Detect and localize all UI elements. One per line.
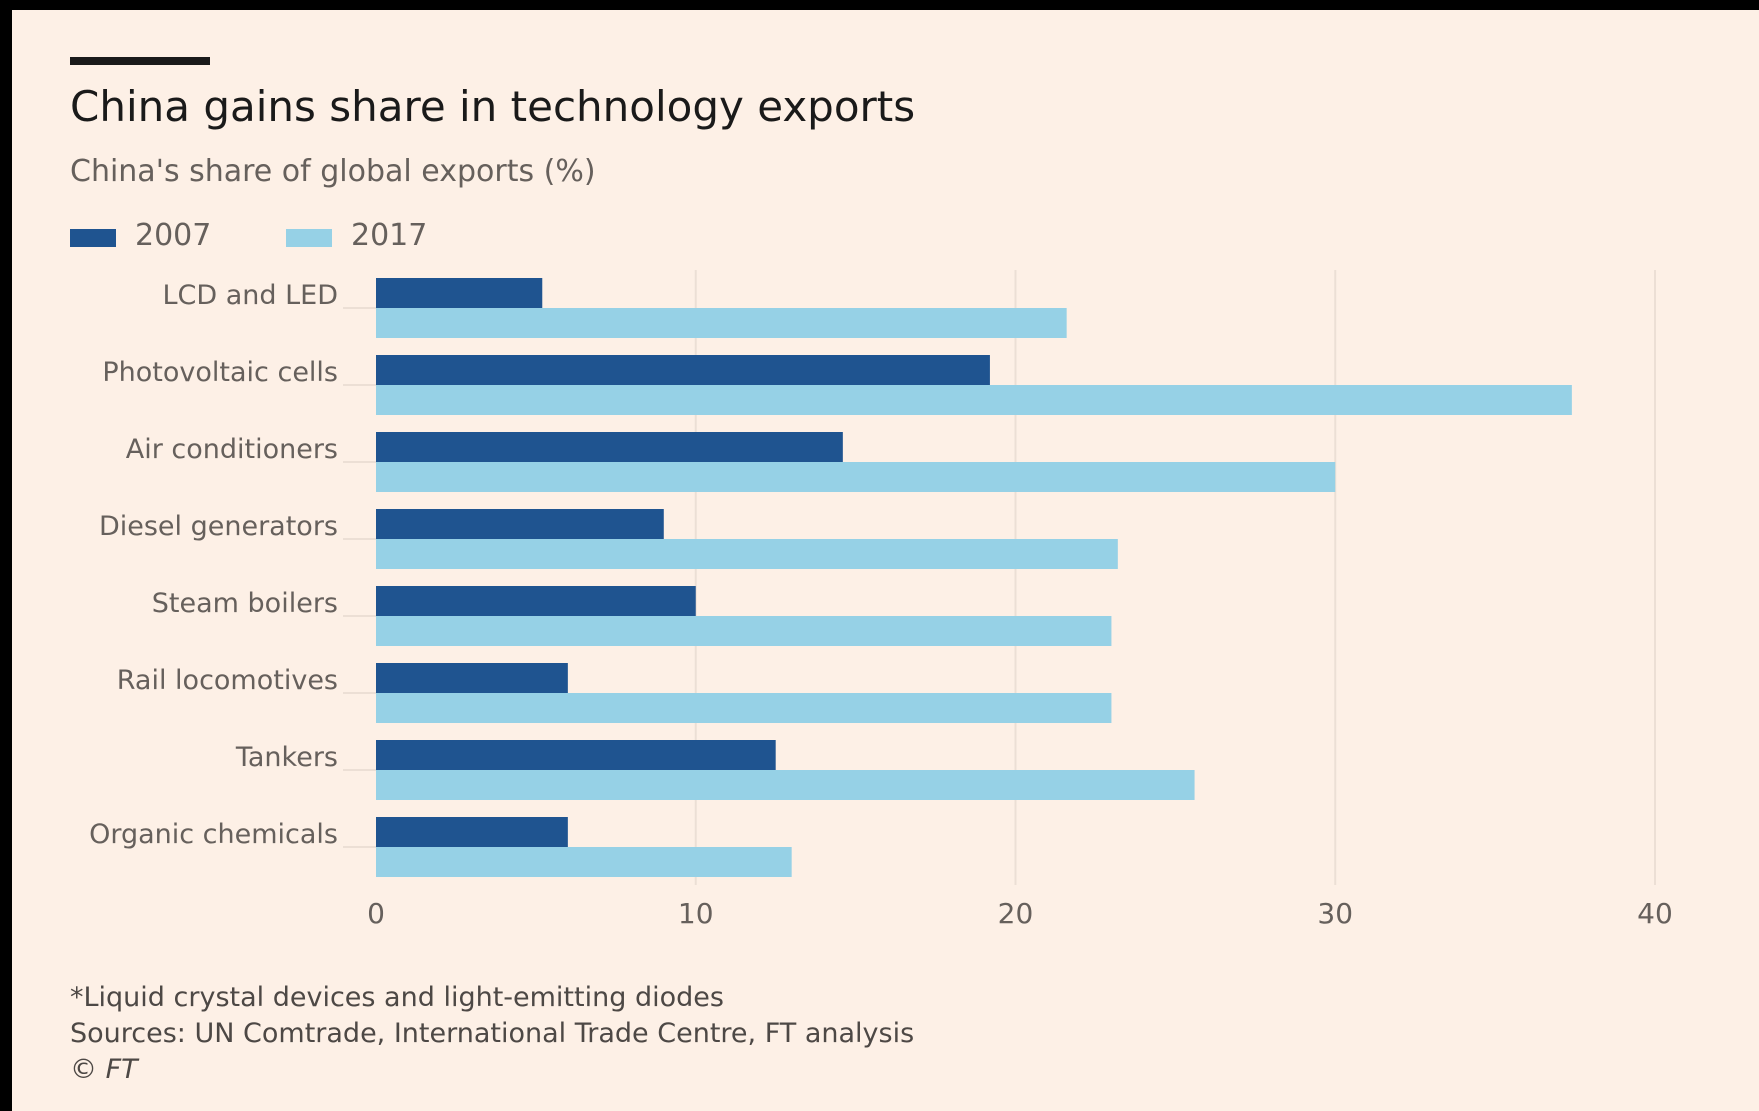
bar-2017-2 bbox=[376, 462, 1336, 492]
x-tick-label-40: 40 bbox=[1637, 897, 1673, 930]
bar-2017-1 bbox=[376, 385, 1572, 415]
x-tick-label-0: 0 bbox=[367, 897, 385, 930]
category-label-6: Tankers bbox=[235, 742, 338, 773]
x-tick-label-10: 10 bbox=[678, 897, 714, 930]
bar-2017-7 bbox=[376, 847, 792, 877]
bar-2007-1 bbox=[376, 355, 990, 385]
category-label-0: LCD and LED bbox=[162, 280, 338, 311]
bar-2007-2 bbox=[376, 432, 843, 462]
bar-2007-0 bbox=[376, 278, 543, 308]
category-label-7: Organic chemicals bbox=[89, 819, 338, 850]
x-tick-label-30: 30 bbox=[1317, 897, 1353, 930]
category-label-1: Photovoltaic cells bbox=[102, 357, 338, 388]
bar-2007-3 bbox=[376, 509, 664, 539]
bar-2007-4 bbox=[376, 586, 696, 616]
x-tick-label-20: 20 bbox=[998, 897, 1034, 930]
chart-panel: China gains share in technology exports … bbox=[12, 10, 1759, 1111]
bar-chart: LCD and LED Photovoltaic cells Air conditi… bbox=[89, 270, 1673, 930]
legend-swatch-2017 bbox=[286, 229, 332, 247]
category-label-4: Steam boilers bbox=[152, 588, 338, 619]
footnote-copyright: © FT bbox=[70, 1054, 138, 1085]
chart-subtitle: China's share of global exports (%) bbox=[70, 154, 596, 189]
legend-label-2017: 2017 bbox=[351, 218, 428, 253]
legend-swatch-2007 bbox=[70, 229, 116, 247]
bar-2017-5 bbox=[376, 693, 1112, 723]
legend-label-2007: 2007 bbox=[135, 218, 212, 253]
category-label-2: Air conditioners bbox=[126, 434, 338, 465]
bar-2017-3 bbox=[376, 539, 1118, 569]
chart-title: China gains share in technology exports bbox=[70, 82, 916, 131]
title-accent-bar bbox=[70, 57, 210, 65]
bar-2007-5 bbox=[376, 663, 568, 693]
bar-2017-0 bbox=[376, 308, 1067, 338]
chart-footnotes: *Liquid crystal devices and light-emitti… bbox=[70, 980, 914, 1088]
footnote-sources: Sources: UN Comtrade, International Trad… bbox=[70, 1018, 915, 1049]
bar-2007-6 bbox=[376, 740, 776, 770]
category-label-5: Rail locomotives bbox=[117, 665, 338, 696]
footnote-note: *Liquid crystal devices and light-emitti… bbox=[70, 982, 724, 1013]
bar-2017-6 bbox=[376, 770, 1195, 800]
bar-2007-7 bbox=[376, 817, 568, 847]
bar-2017-4 bbox=[376, 616, 1112, 646]
category-label-3: Diesel generators bbox=[99, 511, 338, 542]
